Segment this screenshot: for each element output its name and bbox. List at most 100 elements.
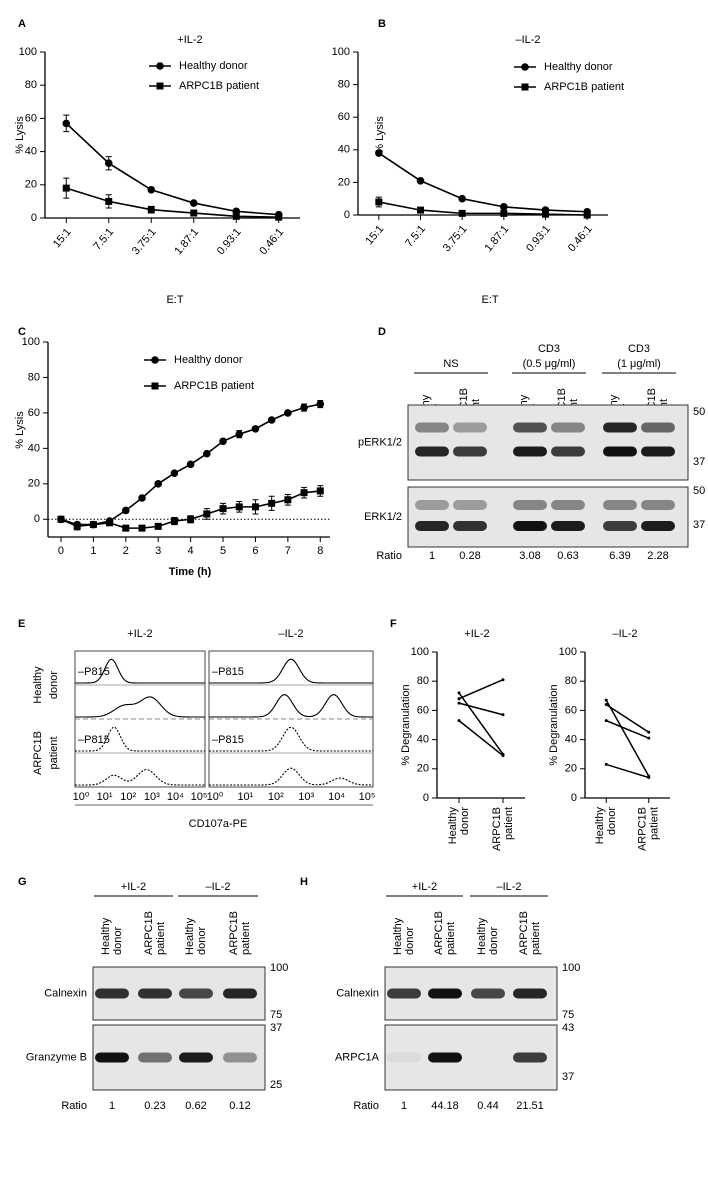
legend-marker xyxy=(156,62,164,70)
histogram-curve xyxy=(209,694,374,718)
x-tick-label: 0.46:1 xyxy=(257,226,286,257)
legend-marker xyxy=(151,382,159,390)
legend-marker xyxy=(151,356,159,364)
lane-label: donor xyxy=(196,927,208,955)
paired-line xyxy=(458,679,504,700)
x-tick-label: Healthy xyxy=(447,807,459,845)
ratio-value: 21.51 xyxy=(516,1100,544,1112)
data-point xyxy=(542,210,549,218)
y-tick-label: 0 xyxy=(344,209,350,221)
data-point xyxy=(457,701,461,705)
data-point xyxy=(500,203,508,211)
row-label: ARPC1A xyxy=(335,1051,380,1063)
panel-letter: B xyxy=(378,18,386,30)
data-point xyxy=(316,400,325,408)
ratio-value: 0.28 xyxy=(459,550,480,562)
data-point xyxy=(604,703,608,707)
group-label: +IL-2 xyxy=(412,881,437,893)
data-point xyxy=(147,206,155,214)
lane-label: Healthy xyxy=(100,917,112,955)
data-point xyxy=(275,213,283,221)
band xyxy=(428,1052,462,1063)
lane-label: patient xyxy=(155,922,167,955)
x-tick-label: Healthy xyxy=(594,807,606,845)
x-tick-label: 1.87:1 xyxy=(172,226,201,257)
legend-label: ARPC1B patient xyxy=(179,80,259,92)
band xyxy=(471,988,505,999)
band xyxy=(513,446,547,457)
y-tick-label: 20 xyxy=(338,176,350,188)
data-point xyxy=(106,519,114,527)
data-point xyxy=(190,209,198,217)
lane-label: donor xyxy=(112,927,124,955)
band xyxy=(641,446,675,457)
panel-letter: D xyxy=(378,326,386,338)
y-tick-label: 80 xyxy=(338,79,350,91)
band xyxy=(513,422,547,433)
data-point xyxy=(147,185,156,194)
x-tick-label: 7.5:1 xyxy=(403,223,428,249)
data-point xyxy=(121,506,130,515)
legend-label: ARPC1B patient xyxy=(544,81,624,93)
data-point xyxy=(73,522,81,530)
group-label: NS xyxy=(443,358,458,370)
x-tick-label: ARPC1B xyxy=(491,807,503,851)
lane-label: patient xyxy=(240,922,252,955)
band xyxy=(641,500,675,510)
band xyxy=(551,521,585,531)
y-tick-label: 60 xyxy=(565,704,577,716)
ratio-value: 1 xyxy=(109,1100,115,1112)
x-tick-label: ARPC1B xyxy=(637,807,649,851)
data-point xyxy=(501,754,505,758)
legend-label: Healthy donor xyxy=(544,61,613,73)
ratio-value: 0.23 xyxy=(144,1100,165,1112)
x-tick-label: 0.93:1 xyxy=(215,226,244,257)
data-point xyxy=(251,425,260,433)
band xyxy=(603,422,637,433)
y-tick-label: 100 xyxy=(559,646,577,658)
x-tick-label: 10⁵ xyxy=(191,791,208,803)
data-point xyxy=(105,197,113,205)
data-point xyxy=(122,524,130,532)
y-tick-label: 40 xyxy=(25,146,37,158)
legend-marker xyxy=(156,82,164,90)
band xyxy=(551,500,585,510)
ratio-value: 3.08 xyxy=(519,550,540,562)
ratio-value: 0.62 xyxy=(185,1100,206,1112)
ratio-value: 1 xyxy=(429,550,435,562)
x-tick-label: 5 xyxy=(220,545,226,557)
group-label: –IL-2 xyxy=(496,881,521,893)
histogram-curve xyxy=(209,767,374,786)
band xyxy=(453,521,487,531)
y-tick-label: 0 xyxy=(423,792,429,804)
paired-line xyxy=(458,692,504,755)
paired-line xyxy=(458,702,504,716)
ratio-value: 1 xyxy=(401,1100,407,1112)
x-tick-label: 10² xyxy=(120,791,136,803)
band xyxy=(387,988,421,999)
y-tick-label: 20 xyxy=(28,478,40,490)
data-point xyxy=(417,206,424,214)
y-axis-label: % Lysis xyxy=(374,116,386,154)
band xyxy=(415,521,449,531)
x-tick-label: 10⁰ xyxy=(73,791,90,803)
band xyxy=(223,1052,257,1063)
y-tick-label: 80 xyxy=(565,675,577,687)
lane-label: ARPC1B xyxy=(228,911,240,955)
band xyxy=(513,500,547,510)
y-axis-label: % Degranulation xyxy=(400,684,412,765)
data-point xyxy=(138,524,146,532)
x-tick-label: patient xyxy=(503,807,515,840)
paired-line xyxy=(606,763,649,779)
ratio-label: Ratio xyxy=(376,550,402,562)
data-point xyxy=(316,487,324,495)
lane-label: donor xyxy=(488,927,500,955)
lane-label: patient xyxy=(445,922,457,955)
lane-label: Healthy xyxy=(184,917,196,955)
data-point xyxy=(647,730,651,734)
x-axis-label: E:T xyxy=(481,294,498,306)
x-tick-label: 3 xyxy=(155,545,161,557)
data-point xyxy=(457,697,461,701)
y-tick-label: 20 xyxy=(565,763,577,775)
y-tick-label: 0 xyxy=(31,212,37,224)
